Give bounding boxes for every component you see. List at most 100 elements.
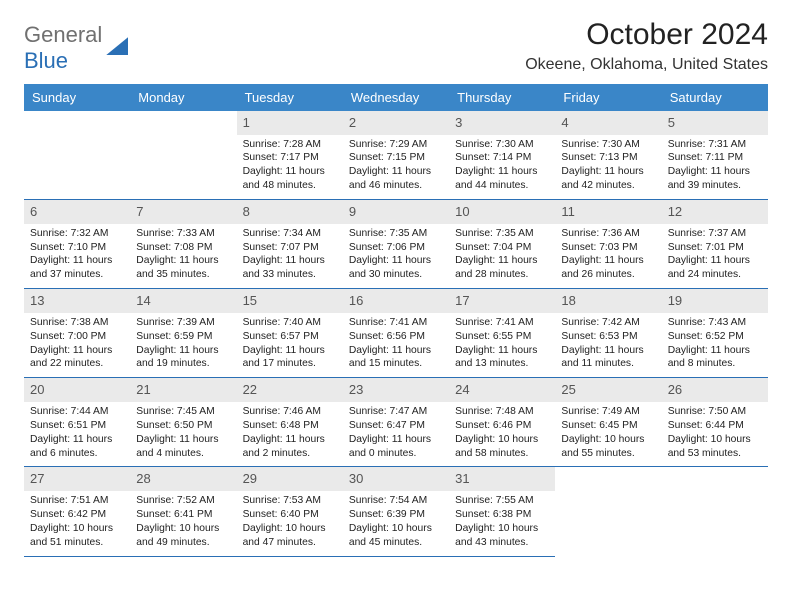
day-number: 15 [237, 289, 343, 313]
logo-word2: Blue [24, 48, 68, 73]
daylight-text: and 37 minutes. [30, 268, 124, 282]
sunset-text: Sunset: 6:47 PM [349, 419, 443, 433]
title-block: October 2024 Okeene, Oklahoma, United St… [525, 18, 768, 74]
sunset-text: Sunset: 6:40 PM [243, 508, 337, 522]
daylight-text: and 28 minutes. [455, 268, 549, 282]
day-cell: 29Sunrise: 7:53 AMSunset: 6:40 PMDayligh… [237, 467, 343, 556]
calendar-header-row: SundayMondayTuesdayWednesdayThursdayFrid… [24, 84, 768, 111]
daylight-text: and 39 minutes. [668, 179, 762, 193]
day-number: 29 [237, 467, 343, 491]
weekday-header: Thursday [449, 84, 555, 111]
daylight-text: Daylight: 11 hours [349, 433, 443, 447]
daylight-text: Daylight: 11 hours [455, 165, 549, 179]
daylight-text: Daylight: 10 hours [243, 522, 337, 536]
empty-cell [130, 111, 236, 200]
day-number: 17 [449, 289, 555, 313]
day-number: 24 [449, 378, 555, 402]
day-number: 27 [24, 467, 130, 491]
day-cell: 13Sunrise: 7:38 AMSunset: 7:00 PMDayligh… [24, 289, 130, 378]
weekday-header: Saturday [662, 84, 768, 111]
sunrise-text: Sunrise: 7:29 AM [349, 138, 443, 152]
day-cell: 18Sunrise: 7:42 AMSunset: 6:53 PMDayligh… [555, 289, 661, 378]
sunset-text: Sunset: 7:13 PM [561, 151, 655, 165]
logo-word1: General [24, 22, 102, 47]
sail-icon [106, 37, 128, 55]
sunrise-text: Sunrise: 7:41 AM [349, 316, 443, 330]
daylight-text: and 0 minutes. [349, 447, 443, 461]
day-number: 3 [449, 111, 555, 135]
sunset-text: Sunset: 7:03 PM [561, 241, 655, 255]
day-number: 26 [662, 378, 768, 402]
month-title: October 2024 [525, 18, 768, 52]
logo: General Blue [24, 22, 128, 74]
daylight-text: Daylight: 10 hours [136, 522, 230, 536]
daylight-text: and 49 minutes. [136, 536, 230, 550]
day-number: 12 [662, 200, 768, 224]
sunset-text: Sunset: 7:11 PM [668, 151, 762, 165]
weekday-header: Monday [130, 84, 236, 111]
daylight-text: Daylight: 10 hours [349, 522, 443, 536]
sunset-text: Sunset: 6:41 PM [136, 508, 230, 522]
weekday-header: Friday [555, 84, 661, 111]
day-cell: 31Sunrise: 7:55 AMSunset: 6:38 PMDayligh… [449, 467, 555, 556]
daylight-text: and 15 minutes. [349, 357, 443, 371]
day-number: 31 [449, 467, 555, 491]
daylight-text: and 35 minutes. [136, 268, 230, 282]
daylight-text: Daylight: 10 hours [30, 522, 124, 536]
daylight-text: and 22 minutes. [30, 357, 124, 371]
day-cell: 17Sunrise: 7:41 AMSunset: 6:55 PMDayligh… [449, 289, 555, 378]
sunrise-text: Sunrise: 7:51 AM [30, 494, 124, 508]
daylight-text: Daylight: 11 hours [349, 344, 443, 358]
day-cell: 22Sunrise: 7:46 AMSunset: 6:48 PMDayligh… [237, 378, 343, 467]
daylight-text: and 8 minutes. [668, 357, 762, 371]
daylight-text: Daylight: 11 hours [561, 165, 655, 179]
daylight-text: and 44 minutes. [455, 179, 549, 193]
daylight-text: Daylight: 11 hours [30, 433, 124, 447]
daylight-text: Daylight: 11 hours [243, 433, 337, 447]
sunset-text: Sunset: 6:57 PM [243, 330, 337, 344]
sunrise-text: Sunrise: 7:41 AM [455, 316, 549, 330]
calendar-body: 1Sunrise: 7:28 AMSunset: 7:17 PMDaylight… [24, 111, 768, 557]
sunrise-text: Sunrise: 7:45 AM [136, 405, 230, 419]
day-cell: 27Sunrise: 7:51 AMSunset: 6:42 PMDayligh… [24, 467, 130, 556]
day-cell: 6Sunrise: 7:32 AMSunset: 7:10 PMDaylight… [24, 200, 130, 289]
daylight-text: and 11 minutes. [561, 357, 655, 371]
sunset-text: Sunset: 6:38 PM [455, 508, 549, 522]
sunset-text: Sunset: 6:44 PM [668, 419, 762, 433]
daylight-text: and 33 minutes. [243, 268, 337, 282]
sunset-text: Sunset: 7:00 PM [30, 330, 124, 344]
day-cell: 16Sunrise: 7:41 AMSunset: 6:56 PMDayligh… [343, 289, 449, 378]
sunrise-text: Sunrise: 7:34 AM [243, 227, 337, 241]
day-cell: 4 Sunrise: 7:30 AMSunset: 7:13 PMDaylight… [555, 111, 661, 200]
day-cell: 25Sunrise: 7:49 AMSunset: 6:45 PMDayligh… [555, 378, 661, 467]
day-number: 23 [343, 378, 449, 402]
daylight-text: and 55 minutes. [561, 447, 655, 461]
daylight-text: and 19 minutes. [136, 357, 230, 371]
daylight-text: Daylight: 11 hours [243, 344, 337, 358]
day-number: 1 [237, 111, 343, 135]
daylight-text: and 47 minutes. [243, 536, 337, 550]
daylight-text: Daylight: 11 hours [136, 254, 230, 268]
day-cell: 1Sunrise: 7:28 AMSunset: 7:17 PMDaylight… [237, 111, 343, 200]
daylight-text: Daylight: 11 hours [561, 344, 655, 358]
day-number: 4 [555, 111, 661, 135]
day-number: 10 [449, 200, 555, 224]
sunrise-text: Sunrise: 7:30 AM [561, 138, 655, 152]
daylight-text: Daylight: 11 hours [243, 254, 337, 268]
sunset-text: Sunset: 6:59 PM [136, 330, 230, 344]
sunset-text: Sunset: 6:55 PM [455, 330, 549, 344]
sunrise-text: Sunrise: 7:48 AM [455, 405, 549, 419]
sunrise-text: Sunrise: 7:46 AM [243, 405, 337, 419]
sunset-text: Sunset: 6:39 PM [349, 508, 443, 522]
sunrise-text: Sunrise: 7:38 AM [30, 316, 124, 330]
daylight-text: and 26 minutes. [561, 268, 655, 282]
daylight-text: and 17 minutes. [243, 357, 337, 371]
day-number: 25 [555, 378, 661, 402]
daylight-text: and 13 minutes. [455, 357, 549, 371]
sunrise-text: Sunrise: 7:33 AM [136, 227, 230, 241]
daylight-text: Daylight: 11 hours [30, 254, 124, 268]
sunset-text: Sunset: 7:10 PM [30, 241, 124, 255]
daylight-text: and 24 minutes. [668, 268, 762, 282]
daylight-text: Daylight: 11 hours [668, 254, 762, 268]
daylight-text: and 45 minutes. [349, 536, 443, 550]
